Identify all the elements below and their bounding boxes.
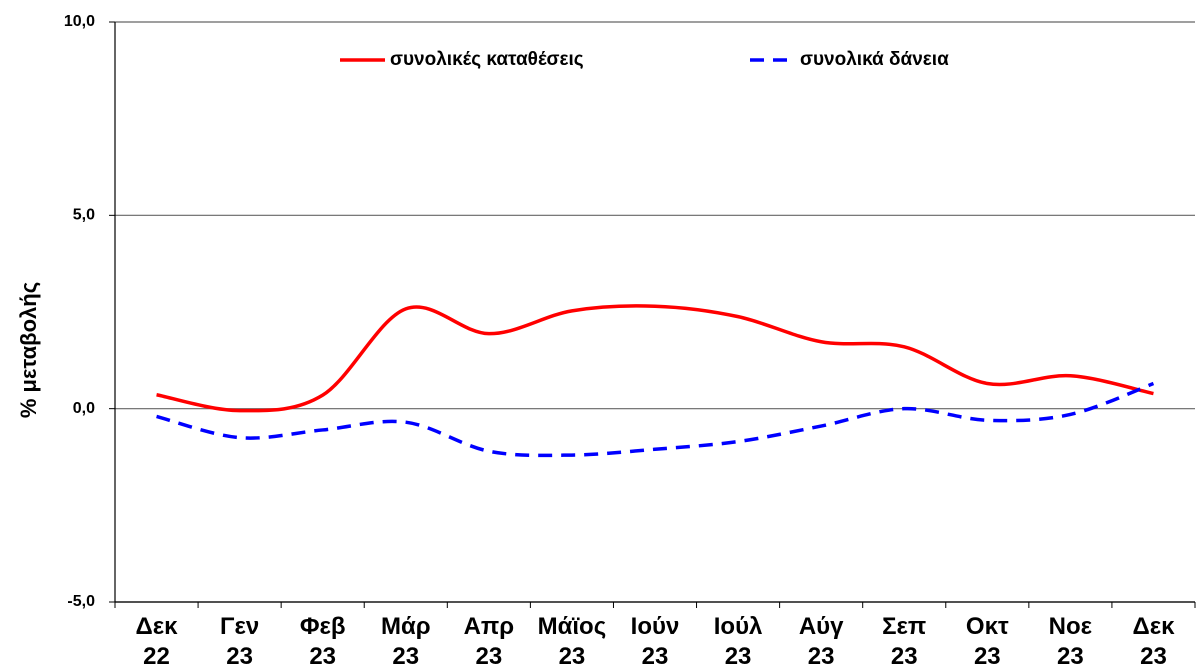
x-tick-label: Αύγ 23 [798,613,844,670]
x-tick-label: Μάρ 23 [380,613,431,670]
x-tick-label: Απρ 23 [463,613,515,670]
y-tick-label: 0,0 [73,400,95,417]
y-tick-label: 10,0 [64,13,95,30]
y-tick-label: 5,0 [73,207,95,224]
x-tick-label: Ιούλ 23 [713,613,763,670]
x-tick-label: Δεκ 23 [1132,613,1175,670]
x-tick-label: Γεν 23 [220,613,260,670]
y-tick-label: -5,0 [67,593,95,610]
y-axis-label: % μεταβολής [16,282,41,418]
x-tick-label: Οκτ 23 [965,613,1009,670]
x-tick-label: Ιούν 23 [630,613,680,670]
x-tick-label: Σεπ 23 [882,613,927,670]
x-tick-label: Φεβ 23 [299,613,346,670]
x-tick-label: Δεκ 22 [135,613,178,670]
legend-label: συνολικά δάνεια [800,49,949,70]
legend-label: συνολικές καταθέσεις [390,49,584,70]
series-line [156,381,1155,458]
x-tick-label: Μάϊος 23 [537,613,607,670]
series-line [156,304,1154,413]
x-tick-label: Νοε 23 [1048,613,1093,670]
